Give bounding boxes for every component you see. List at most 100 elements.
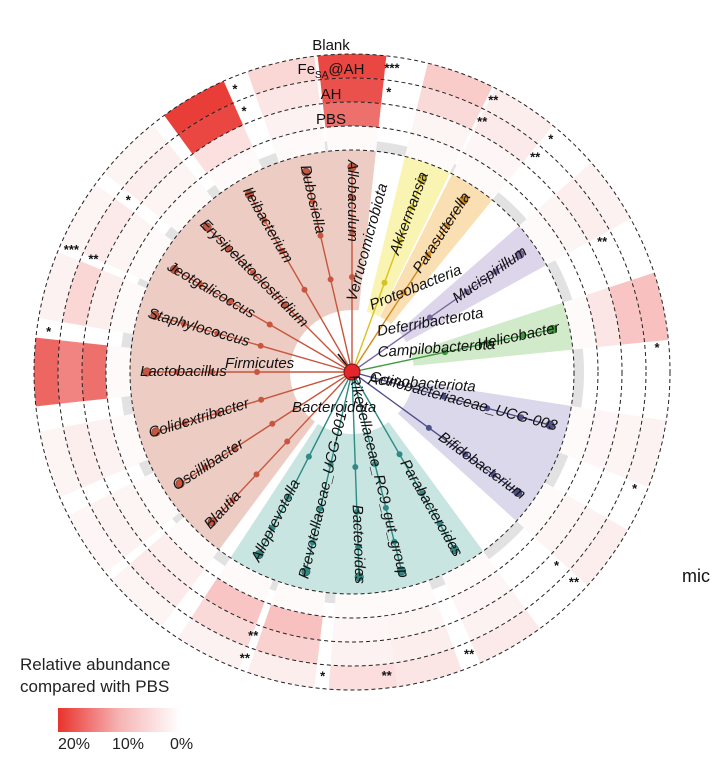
leaf-node — [150, 311, 160, 320]
leaf-node — [354, 572, 364, 582]
branch-root — [351, 356, 421, 373]
dashed-ring — [129, 149, 575, 595]
significance-star: * — [386, 84, 392, 99]
branch-node — [425, 251, 432, 258]
branch-node — [371, 461, 378, 468]
branch-node — [419, 490, 425, 497]
heat-cell — [322, 102, 382, 128]
significance-star: ** — [248, 628, 259, 643]
heat-cell — [177, 618, 248, 670]
branch-root — [291, 336, 353, 373]
leaf-node — [548, 324, 557, 334]
branch-node — [254, 369, 260, 375]
heat-cell — [558, 405, 596, 461]
heat-cell — [62, 260, 103, 327]
heat-cell — [192, 124, 253, 174]
significance-star: * — [632, 481, 638, 496]
genus-label: Bacteroides — [349, 504, 369, 584]
branch-node — [257, 342, 264, 349]
branch-node — [231, 445, 238, 452]
heat-cell — [328, 662, 398, 690]
tree-nodes — [142, 162, 557, 582]
branch-node — [436, 520, 443, 527]
branch-node — [227, 299, 234, 305]
heat-cell — [83, 198, 135, 264]
genus-label: Allobaculum — [344, 159, 361, 242]
heat-cell — [104, 212, 154, 273]
heat-cell — [320, 78, 384, 104]
leaf-node — [459, 195, 469, 205]
significance-star: ** — [530, 150, 541, 165]
significance-star: *** — [64, 242, 80, 257]
branch-node — [425, 424, 432, 431]
heat-cell — [388, 625, 454, 664]
heat-cell — [422, 63, 493, 109]
heat-cell — [89, 493, 143, 558]
branch-node — [215, 409, 222, 416]
branch-node — [284, 438, 291, 445]
branch-root — [316, 311, 353, 373]
branch-root — [351, 371, 388, 433]
branch-node — [229, 496, 236, 503]
heat-cell — [111, 564, 176, 627]
heat-cell — [470, 609, 540, 663]
branch-root — [351, 331, 410, 373]
heat-cell — [38, 251, 80, 322]
branch-node — [391, 538, 398, 545]
leaf-node — [417, 174, 427, 184]
heat-cell — [333, 591, 388, 618]
branch-node — [485, 339, 492, 346]
significance-star: * — [232, 81, 238, 96]
leaf-node — [170, 265, 179, 274]
leaf-node — [545, 420, 555, 430]
heat-cell — [39, 427, 82, 498]
branch-root — [302, 322, 353, 373]
leaf-node — [202, 222, 212, 232]
branch-node — [250, 270, 257, 277]
leaf-node — [175, 479, 185, 489]
branch-node — [214, 330, 221, 337]
dashed-ring — [57, 77, 647, 667]
cropped-side-text: mic — [682, 566, 710, 586]
heat-cell — [126, 226, 173, 283]
legend-tick-20: 20% — [58, 736, 91, 753]
significance-star: ** — [477, 114, 488, 129]
significance-star: * — [242, 103, 248, 118]
heat-cell — [516, 482, 566, 538]
heat-cell — [165, 517, 220, 569]
leaf-node — [142, 367, 152, 377]
branch-node — [444, 222, 451, 229]
significance-star: ** — [464, 647, 475, 662]
heat-cell — [63, 422, 104, 488]
significance-star: ** — [569, 575, 580, 590]
heat-cell — [330, 639, 394, 666]
legend-title-line1: Relative abundance — [20, 655, 171, 674]
branch-node — [349, 274, 355, 280]
ring-label-ah: AH — [321, 86, 342, 103]
root-node — [343, 363, 361, 381]
branch-node — [352, 463, 359, 470]
branch-node — [269, 420, 276, 427]
heat-cell — [33, 337, 60, 407]
heat-cell — [462, 131, 523, 182]
branch-node — [317, 505, 324, 512]
heat-cell — [68, 504, 125, 573]
branch-node — [285, 493, 292, 500]
branch-root — [292, 371, 353, 411]
leaf-node — [397, 566, 407, 576]
heat-cell — [271, 581, 326, 617]
heat-cell — [247, 56, 318, 95]
heat-cell — [255, 626, 321, 664]
heat-cell — [484, 88, 553, 145]
heat-cell — [404, 133, 461, 173]
heat-cell — [569, 518, 628, 586]
branch-node — [520, 332, 527, 339]
heat-cell — [585, 287, 621, 348]
branch-node — [253, 471, 260, 478]
heat-cell — [555, 178, 610, 242]
branch-node — [426, 314, 433, 321]
legend-tick-0: 0% — [170, 736, 194, 753]
leaf-node — [515, 249, 525, 259]
heat-cell — [552, 506, 608, 570]
branch-node — [518, 414, 525, 421]
